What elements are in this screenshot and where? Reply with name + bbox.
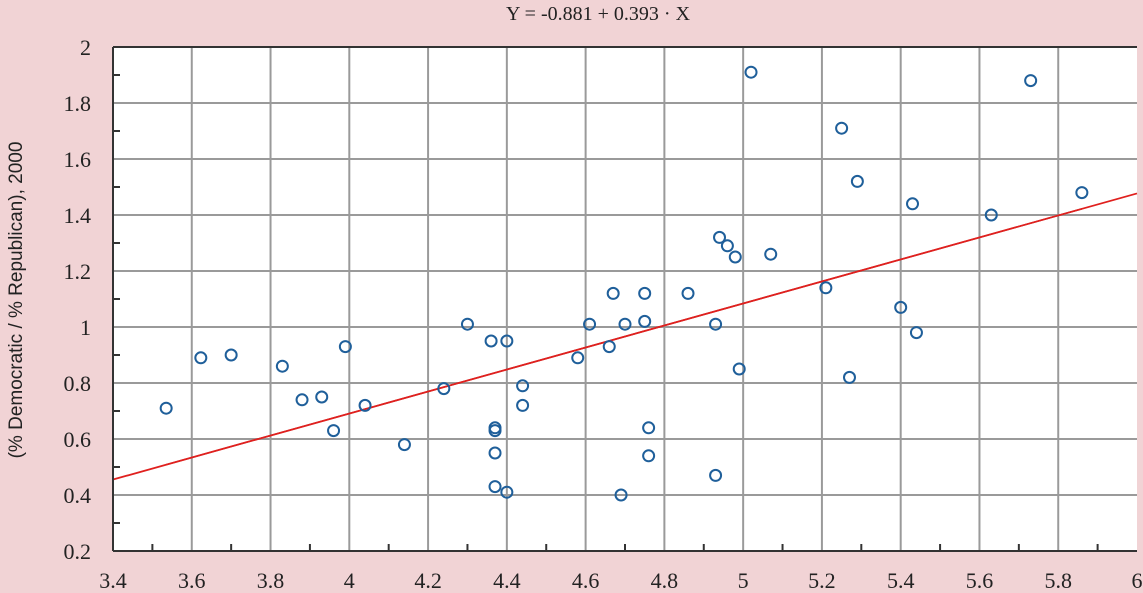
data-point: [835, 121, 849, 135]
x-tick-label: 3.8: [257, 568, 285, 593]
x-tick-label: 4.4: [493, 568, 521, 593]
data-point: [744, 65, 758, 79]
data-point: [500, 485, 514, 499]
regression-line: [112, 192, 1138, 481]
data-point: [488, 424, 502, 438]
data-point: [984, 208, 998, 222]
data-point: [327, 424, 341, 438]
data-point: [681, 286, 695, 300]
y-tick-label: 1.6: [64, 147, 92, 172]
data-point: [500, 334, 514, 348]
x-tick-label: 3.4: [99, 568, 127, 593]
y-tick-label: 0.8: [64, 371, 92, 396]
data-point: [642, 421, 656, 435]
data-point: [909, 326, 923, 340]
chart-title: Y = -0.881 + 0.393 · X: [506, 3, 691, 25]
x-tick-label: 6: [1132, 568, 1143, 593]
x-tick-label: 5.8: [1044, 568, 1072, 593]
data-point: [338, 340, 352, 354]
y-tick-label: 1.8: [64, 91, 92, 116]
y-axis-label: (% Democratic / % Republican), 2000: [6, 142, 27, 459]
data-point: [583, 317, 597, 331]
data-point: [488, 446, 502, 460]
data-point: [728, 250, 742, 264]
x-tick-label: 5.2: [808, 568, 836, 593]
data-point: [709, 468, 723, 482]
data-point: [488, 480, 502, 494]
data-point: [764, 247, 778, 261]
data-point: [614, 488, 628, 502]
data-point: [437, 382, 451, 396]
data-point: [295, 393, 309, 407]
data-point: [159, 401, 173, 415]
data-point: [606, 286, 620, 300]
y-tick-label: 1.4: [64, 203, 92, 228]
x-tick-label: 4.2: [414, 568, 442, 593]
data-point: [732, 362, 746, 376]
y-tick-label: 0.6: [64, 427, 92, 452]
data-point: [1024, 74, 1038, 88]
data-point: [358, 398, 372, 412]
data-point: [194, 351, 208, 365]
y-tick-label: 0.2: [64, 539, 92, 564]
x-tick-label: 4.8: [651, 568, 679, 593]
data-point: [224, 348, 238, 362]
data-point: [819, 281, 833, 295]
data-point: [516, 398, 530, 412]
plot-area: [113, 47, 1137, 551]
data-point: [638, 314, 652, 328]
x-tick-label: 3.6: [178, 568, 206, 593]
x-tick-label: 5: [738, 568, 749, 593]
data-point: [275, 359, 289, 373]
data-point: [460, 317, 474, 331]
data-point: [484, 334, 498, 348]
data-point: [713, 230, 727, 244]
x-tick-label: 4.6: [572, 568, 600, 593]
data-point: [850, 174, 864, 188]
data-point: [638, 286, 652, 300]
y-tick-label: 1.2: [64, 259, 92, 284]
data-point: [571, 351, 585, 365]
data-point: [397, 438, 411, 452]
data-point: [602, 340, 616, 354]
data-point: [894, 300, 908, 314]
x-tick-label: 5.4: [887, 568, 915, 593]
data-point: [315, 390, 329, 404]
data-point: [1075, 186, 1089, 200]
data-point: [906, 197, 920, 211]
y-tick-label: 1: [80, 315, 91, 340]
data-point: [709, 317, 723, 331]
data-point: [618, 317, 632, 331]
x-tick-label: 5.6: [966, 568, 994, 593]
data-point: [642, 449, 656, 463]
y-tick-label: 0.4: [64, 483, 92, 508]
data-point: [516, 379, 530, 393]
y-tick-label: 2: [80, 35, 91, 60]
data-point: [842, 370, 856, 384]
x-tick-label: 4: [344, 568, 355, 593]
data-point: [720, 239, 734, 253]
